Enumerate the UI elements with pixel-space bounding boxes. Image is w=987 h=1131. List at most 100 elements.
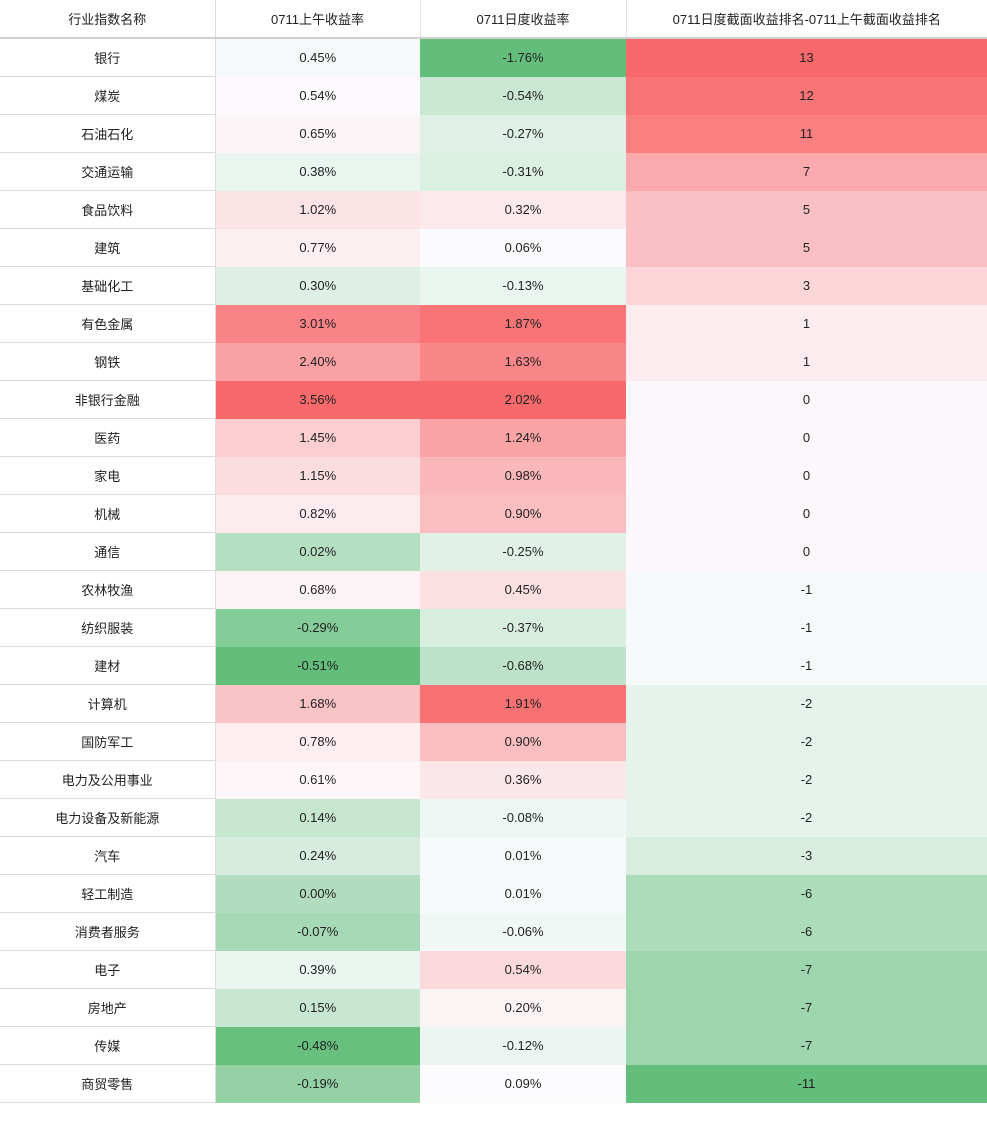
rank-change-cell: -1: [626, 570, 987, 609]
day-return-cell: -0.06%: [420, 912, 626, 951]
am-return-cell: 1.15%: [215, 456, 420, 495]
day-return-cell: 0.20%: [420, 988, 626, 1027]
industry-name-cell: 计算机: [0, 684, 216, 723]
day-return-cell: 2.02%: [420, 380, 626, 419]
industry-name-cell: 农林牧渔: [0, 570, 216, 609]
table-row: 电子 0.39% 0.54% -7: [0, 950, 987, 989]
table-row: 建材 -0.51% -0.68% -1: [0, 646, 987, 685]
rank-change-cell: -6: [626, 874, 987, 913]
column-header-industry: 行业指数名称: [0, 0, 216, 39]
day-return-cell: -0.13%: [420, 266, 626, 305]
day-return-cell: 0.90%: [420, 722, 626, 761]
day-return-cell: 1.24%: [420, 418, 626, 457]
am-return-cell: 0.82%: [215, 494, 420, 533]
industry-name-cell: 纺织服装: [0, 608, 216, 647]
table-row: 建筑 0.77% 0.06% 5: [0, 228, 987, 267]
table-row: 纺织服装 -0.29% -0.37% -1: [0, 608, 987, 647]
industry-name-cell: 汽车: [0, 836, 216, 875]
rank-change-cell: 0: [626, 494, 987, 533]
am-return-cell: 0.77%: [215, 228, 420, 267]
industry-name-cell: 建筑: [0, 228, 216, 267]
industry-name-cell: 银行: [0, 38, 216, 77]
am-return-cell: -0.51%: [215, 646, 420, 685]
industry-name-cell: 家电: [0, 456, 216, 495]
rank-change-cell: 5: [626, 190, 987, 229]
table-row: 轻工制造 0.00% 0.01% -6: [0, 874, 987, 913]
day-return-cell: 1.87%: [420, 304, 626, 343]
day-return-cell: 0.54%: [420, 950, 626, 989]
rank-change-cell: 13: [626, 38, 987, 77]
am-return-cell: 0.68%: [215, 570, 420, 609]
day-return-cell: 0.36%: [420, 760, 626, 799]
rank-change-cell: -2: [626, 722, 987, 761]
table-row: 汽车 0.24% 0.01% -3: [0, 836, 987, 875]
rank-change-cell: 7: [626, 152, 987, 191]
am-return-cell: 0.24%: [215, 836, 420, 875]
am-return-cell: 0.61%: [215, 760, 420, 799]
rank-change-cell: 3: [626, 266, 987, 305]
day-return-cell: -0.68%: [420, 646, 626, 685]
day-return-cell: 0.06%: [420, 228, 626, 267]
rank-change-cell: 0: [626, 456, 987, 495]
rank-change-cell: 1: [626, 304, 987, 343]
am-return-cell: 0.39%: [215, 950, 420, 989]
table-row: 有色金属 3.01% 1.87% 1: [0, 304, 987, 343]
rank-change-cell: 5: [626, 228, 987, 267]
table-row: 通信 0.02% -0.25% 0: [0, 532, 987, 571]
am-return-cell: 0.38%: [215, 152, 420, 191]
day-return-cell: -1.76%: [420, 38, 626, 77]
industry-name-cell: 国防军工: [0, 722, 216, 761]
am-return-cell: 2.40%: [215, 342, 420, 381]
am-return-cell: -0.19%: [215, 1064, 420, 1103]
table-row: 家电 1.15% 0.98% 0: [0, 456, 987, 495]
rank-change-cell: -6: [626, 912, 987, 951]
industry-name-cell: 交通运输: [0, 152, 216, 191]
day-return-cell: 0.09%: [420, 1064, 626, 1103]
industry-name-cell: 煤炭: [0, 76, 216, 115]
rank-change-cell: -7: [626, 950, 987, 989]
am-return-cell: -0.07%: [215, 912, 420, 951]
industry-name-cell: 基础化工: [0, 266, 216, 305]
industry-name-cell: 石油石化: [0, 114, 216, 153]
table-row: 食品饮料 1.02% 0.32% 5: [0, 190, 987, 229]
day-return-cell: -0.27%: [420, 114, 626, 153]
day-return-cell: 1.63%: [420, 342, 626, 381]
industry-name-cell: 消费者服务: [0, 912, 216, 951]
am-return-cell: 0.14%: [215, 798, 420, 837]
table-row: 机械 0.82% 0.90% 0: [0, 494, 987, 533]
industry-name-cell: 通信: [0, 532, 216, 571]
industry-name-cell: 建材: [0, 646, 216, 685]
industry-name-cell: 商贸零售: [0, 1064, 216, 1103]
am-return-cell: 1.45%: [215, 418, 420, 457]
am-return-cell: 0.00%: [215, 874, 420, 913]
industry-name-cell: 电力及公用事业: [0, 760, 216, 799]
am-return-cell: -0.29%: [215, 608, 420, 647]
industry-name-cell: 有色金属: [0, 304, 216, 343]
rank-change-cell: -2: [626, 798, 987, 837]
day-return-cell: 1.91%: [420, 684, 626, 723]
day-return-cell: 0.01%: [420, 874, 626, 913]
table-body: 银行 0.45% -1.76% 13 煤炭 0.54% -0.54% 12 石油石化 0.65% -…: [0, 38, 987, 1103]
header-row: 行业指数名称 0711上午收益率 0711日度收益率 0711日度截面收益排名-…: [0, 0, 987, 39]
table-row: 煤炭 0.54% -0.54% 12: [0, 76, 987, 115]
rank-change-cell: 0: [626, 532, 987, 571]
rank-change-cell: -3: [626, 836, 987, 875]
table-row: 非银行金融 3.56% 2.02% 0: [0, 380, 987, 419]
rank-change-cell: -7: [626, 988, 987, 1027]
industry-name-cell: 轻工制造: [0, 874, 216, 913]
table-row: 农林牧渔 0.68% 0.45% -1: [0, 570, 987, 609]
day-return-cell: -0.54%: [420, 76, 626, 115]
day-return-cell: 0.98%: [420, 456, 626, 495]
industry-name-cell: 传媒: [0, 1026, 216, 1065]
column-header-am-return: 0711上午收益率: [215, 0, 421, 39]
table-row: 交通运输 0.38% -0.31% 7: [0, 152, 987, 191]
rank-change-cell: 12: [626, 76, 987, 115]
rank-change-cell: 0: [626, 380, 987, 419]
table-row: 基础化工 0.30% -0.13% 3: [0, 266, 987, 305]
day-return-cell: 0.32%: [420, 190, 626, 229]
table-row: 传媒 -0.48% -0.12% -7: [0, 1026, 987, 1065]
table-row: 钢铁 2.40% 1.63% 1: [0, 342, 987, 381]
am-return-cell: 0.02%: [215, 532, 420, 571]
rank-change-cell: -2: [626, 684, 987, 723]
